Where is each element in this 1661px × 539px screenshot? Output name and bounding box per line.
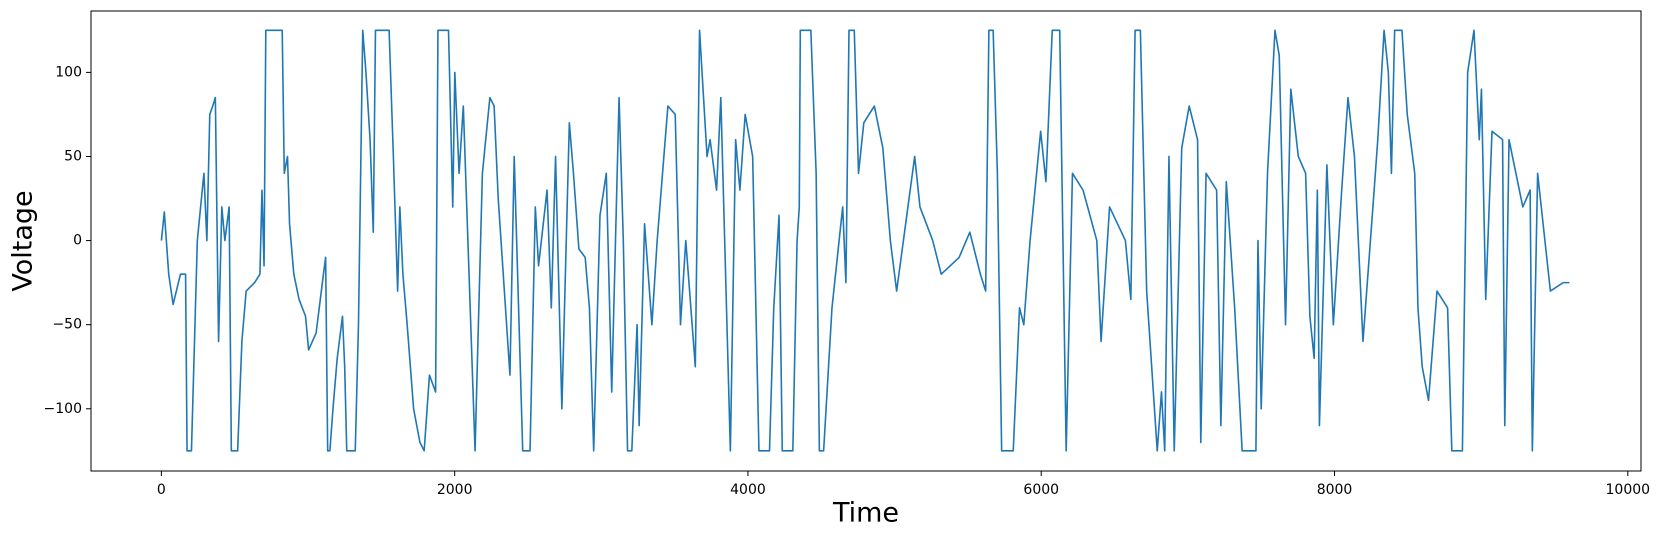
plot-frame [90, 10, 1642, 472]
x-tick-label: 10000 [1606, 482, 1651, 498]
x-tick-label: 6000 [1023, 482, 1059, 498]
y-tick-label: −50 [52, 317, 82, 333]
x-tick-label: 8000 [1317, 482, 1353, 498]
y-tick-label: −100 [44, 401, 82, 417]
y-tick-label: 100 [55, 64, 82, 80]
y-tick-label: 0 [73, 233, 82, 249]
x-tick-label: 2000 [437, 482, 473, 498]
y-tick-label: 50 [64, 148, 82, 164]
data-line [160, 29, 1570, 452]
x-tick-label: 4000 [730, 482, 766, 498]
x-tick-label: 0 [157, 482, 166, 498]
x-axis-label: Time [832, 498, 899, 529]
y-axis-label: Voltage [8, 190, 39, 291]
